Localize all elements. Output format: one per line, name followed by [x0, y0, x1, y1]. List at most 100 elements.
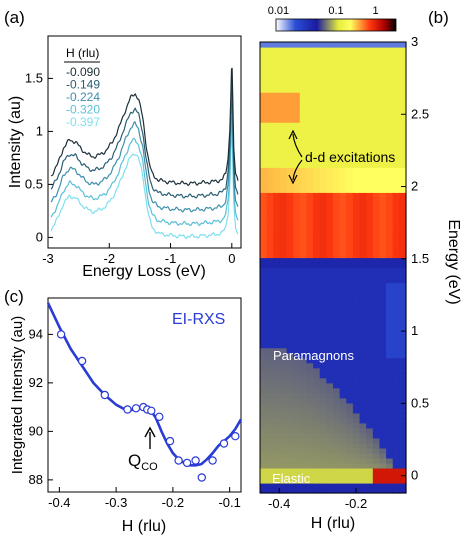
heatmap-cell: [392, 172, 400, 178]
heatmap-cell: [346, 112, 354, 118]
heatmap-cell: [359, 137, 367, 143]
heatmap-cell: [359, 102, 367, 108]
heatmap-cell: [260, 217, 268, 223]
heatmap-cell: [299, 382, 308, 389]
heatmap-cell: [299, 202, 308, 208]
heatmap-cell: [306, 332, 314, 339]
heatmap-cell: [379, 67, 387, 73]
heatmap-cell: [326, 447, 334, 454]
heatmap-cell: [279, 467, 288, 474]
heatmap-cell: [273, 322, 281, 329]
heatmap-cell: [273, 187, 281, 193]
heatmap-cell: [346, 472, 354, 479]
heatmap-cell: [339, 372, 347, 379]
heatmap-cell: [306, 447, 314, 454]
heatmap-cell: [293, 207, 301, 213]
heatmap-cell: [260, 347, 268, 354]
heatmap-cell: [279, 342, 288, 349]
heatmap-ytick-label: 2.5: [411, 106, 429, 121]
heatmap-cell: [260, 132, 268, 138]
intensity-xtick-label: -0.3: [105, 495, 127, 510]
heatmap-cell: [299, 277, 308, 284]
heatmap-cell: [266, 42, 274, 48]
intensity-xlabel: H (rlu): [122, 518, 166, 535]
heatmap-cell: [392, 197, 400, 203]
heatmap-cell: [326, 487, 334, 494]
heatmap-cell: [386, 257, 394, 264]
heatmap-cell: [306, 482, 314, 489]
heatmap-cell: [279, 142, 288, 148]
heatmap-cell: [372, 222, 381, 229]
heatmap-cell: [306, 252, 314, 259]
heatmap-ytick-label: 1: [411, 323, 418, 338]
heatmap-cell: [333, 312, 341, 319]
heatmap-cell: [279, 102, 288, 108]
heatmap-cell: [326, 342, 334, 349]
heatmap-cell: [366, 427, 374, 434]
heatmap-cell: [372, 92, 381, 98]
heatmap-cell: [372, 292, 381, 299]
heatmap-cell: [372, 342, 381, 349]
heatmap-cell: [386, 482, 394, 489]
heatmap-cell: [273, 267, 281, 274]
heatmap-cell: [326, 357, 334, 364]
paramagnons-label: Paramagnons: [273, 348, 354, 363]
heatmap-cell: [260, 107, 268, 113]
heatmap-cell: [313, 482, 321, 489]
heatmap-cell: [339, 97, 347, 103]
heatmap-cell: [392, 187, 400, 193]
heatmap-cell: [299, 487, 308, 494]
heatmap-cell: [346, 217, 354, 223]
heatmap-cell: [326, 462, 334, 469]
heatmap-cell: [326, 62, 334, 68]
heatmap-cell: [279, 377, 288, 384]
heatmap-cell: [319, 212, 327, 218]
heatmap-cell: [359, 422, 367, 429]
heatmap-cell: [346, 77, 354, 83]
heatmap-cell: [293, 167, 301, 173]
heatmap-cell: [392, 42, 400, 48]
heatmap-cell: [279, 192, 288, 198]
heatmap-cell: [366, 82, 374, 88]
heatmap-cell: [319, 407, 327, 414]
heatmap-cell: [260, 52, 268, 58]
heatmap-cell: [339, 357, 347, 364]
heatmap-cell: [326, 222, 334, 229]
heatmap-cell: [299, 482, 308, 489]
heatmap-cell: [286, 152, 294, 158]
heatmap-cell: [392, 202, 400, 208]
heatmap-cell: [306, 82, 314, 88]
heatmap-cell: [266, 217, 274, 223]
heatmap-cell: [333, 52, 341, 58]
heatmap-cell: [399, 297, 407, 304]
heatmap-cell: [352, 472, 361, 479]
heatmap-cell: [319, 432, 327, 439]
heatmap-cell: [372, 242, 381, 249]
heatmap-ytick-label: 1.5: [411, 251, 429, 266]
heatmap-cell: [372, 272, 381, 279]
heatmap-cell: [306, 222, 314, 229]
heatmap-cell: [386, 292, 394, 299]
heatmap-cell: [313, 277, 321, 284]
heatmap-cell: [266, 487, 274, 494]
heatmap-cell: [333, 442, 341, 449]
heatmap-cell: [399, 197, 407, 203]
heatmap-cell: [319, 302, 327, 309]
heatmap-cell: [260, 82, 268, 88]
heatmap-cell: [273, 52, 281, 58]
heatmap-cell: [306, 307, 314, 314]
heatmap-cell: [352, 42, 361, 48]
heatmap-cell: [260, 212, 268, 218]
heatmap-cell: [386, 47, 394, 53]
heatmap-cell: [386, 102, 394, 108]
heatmap-cell: [266, 337, 274, 344]
heatmap-cell: [293, 132, 301, 138]
heatmap-cell: [299, 117, 308, 123]
heatmap-cell: [372, 252, 381, 259]
heatmap-cell: [319, 467, 327, 474]
heatmap-cell: [399, 357, 407, 364]
heatmap-cell: [279, 137, 288, 143]
heatmap-cell: [293, 477, 301, 484]
heatmap-cell: [286, 287, 294, 294]
